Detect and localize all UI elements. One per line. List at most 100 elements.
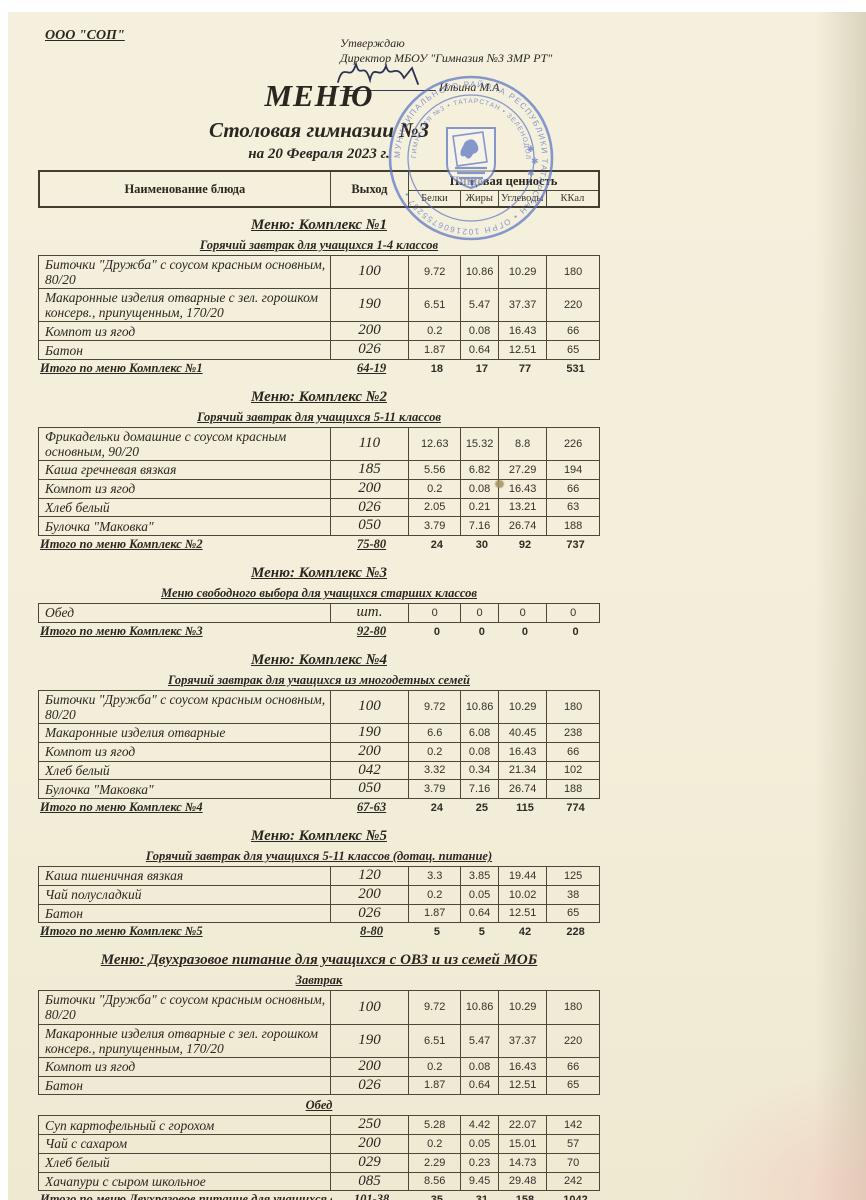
menu-table: Суп картофельный с горохом 250 5.28 4.42 22.… (38, 1115, 600, 1192)
fat-cell: 6.08 (460, 723, 500, 743)
protein-cell: 2.05 (408, 497, 462, 518)
fat-cell: 7.16 (460, 516, 500, 537)
total-kcal: 0 (572, 625, 579, 638)
output-cell: 100 (329, 990, 410, 1025)
output-cell: 100 (329, 254, 410, 290)
output-cell: 250 (329, 1115, 410, 1136)
kcal-cell: 238 (546, 723, 600, 743)
fat-cell: 15.32 (460, 426, 500, 462)
menu-table: Биточки "Дружба" с соусом красным основн… (38, 689, 600, 800)
section-subtitle: Горячий завтрак для учащихся 5-11 классо… (197, 409, 441, 424)
kcal-cell: 66 (546, 321, 600, 342)
fat-cell: 0.05 (460, 884, 500, 905)
section-groups: Обед шт. 0 0 0 0 (38, 603, 600, 623)
protein-cell: 3.79 (408, 779, 462, 800)
total-fat: 31 (463, 1192, 501, 1200)
dish-row: Чай полусладкий 200 0.2 0.05 10.02 38 (38, 884, 600, 905)
carbs-cell: 12.51 (498, 903, 548, 924)
output-cell: 110 (329, 426, 410, 462)
total-carbs: 115 (516, 802, 534, 815)
col-carbs-header: Углеводы (497, 190, 547, 208)
fat-cell: 0.05 (460, 1134, 500, 1154)
protein-cell: 5.28 (408, 1115, 462, 1136)
carbs-cell: 15.01 (498, 1134, 548, 1154)
dish-row: Суп картофельный с горохом 250 5.28 4.42 22.… (38, 1115, 600, 1136)
total-kcal: 1042 (549, 1192, 602, 1200)
dish-row: Хлеб белый 042 3.32 0.34 21.34 102 (38, 760, 600, 781)
dish-name-cell: Булочка "Маковка" (38, 779, 331, 800)
carbs-cell: 12.51 (498, 1075, 548, 1096)
section-title: Меню: Комплекс №2 (251, 388, 387, 405)
output-cell: 050 (329, 516, 410, 537)
output-cell: 026 (329, 1075, 410, 1096)
dish-row: Макаронные изделия отварные с зел. горош… (38, 288, 600, 323)
output-cell: 026 (329, 497, 410, 518)
protein-cell: 0.2 (408, 321, 462, 342)
dish-row: Чай с сахаром 200 0.2 0.05 15.01 57 (38, 1134, 600, 1154)
date-line: на 20 Февраля 2023 г. (248, 146, 390, 162)
kcal-cell: 65 (546, 1075, 600, 1096)
menu-table: Фрикадельки домашние с соусом красным ос… (38, 426, 600, 537)
total-label: Итого по меню Комплекс №4 (40, 800, 203, 815)
dish-row: Хачапури с сыром школьное 085 8.56 9.45 29.4… (38, 1171, 600, 1192)
fat-cell: 0.08 (460, 478, 500, 499)
menu-section: Меню: Комплекс №2 Горячий завтрак для уч… (38, 389, 600, 552)
carbs-cell: 13.21 (498, 497, 548, 518)
total-label: Итого по меню Комплекс №1 (40, 360, 203, 375)
fat-cell: 0.64 (460, 903, 500, 924)
total-protein: 18 (430, 362, 444, 375)
dish-name-cell: Хлеб белый (38, 760, 331, 781)
dish-row: Биточки "Дружба" с соусом красным основн… (38, 254, 600, 290)
carbs-cell: 16.43 (498, 321, 548, 342)
page-subtitle: Столовая гимназии №3 (209, 118, 429, 142)
dish-row: Хлеб белый 026 2.05 0.21 13.21 63 (38, 497, 600, 518)
kcal-cell: 220 (546, 1023, 600, 1058)
director-signature (337, 60, 419, 85)
menu-table: Биточки "Дружба" с соусом красным основн… (38, 990, 600, 1096)
fat-cell: 6.82 (460, 460, 500, 480)
total-carbs: 92 (518, 539, 532, 552)
menu-section: Меню: Комплекс №4 Горячий завтрак для уч… (38, 652, 600, 815)
fat-cell: 0.34 (460, 760, 500, 781)
dish-name-cell: Компот из ягод (38, 478, 331, 499)
kcal-cell: 65 (546, 903, 600, 924)
output-cell: 029 (329, 1152, 410, 1173)
protein-cell: 6.51 (408, 1023, 462, 1058)
dish-row: Булочка "Маковка" 050 3.79 7.16 26.74 188 (38, 516, 600, 537)
section-groups: Биточки "Дружба" с соусом красным основн… (38, 254, 600, 360)
fat-cell: 10.86 (460, 689, 500, 725)
dish-name-cell: Компот из ягод (38, 321, 331, 342)
output-cell: 100 (329, 689, 410, 725)
total-protein: 5 (433, 926, 440, 939)
protein-cell: 3.3 (408, 866, 462, 886)
col-fat-header: Жиры (459, 190, 499, 208)
total-protein: 35 (411, 1192, 463, 1200)
carbs-cell: 16.43 (498, 741, 548, 762)
dish-name-cell: Чай с сахаром (38, 1134, 331, 1154)
dish-name-cell: Хачапури с сыром школьное (38, 1171, 331, 1192)
total-kcal: 531 (566, 362, 585, 375)
approver-title: Директор МБОУ "Гимназия №3 ЗМР РТ" (340, 51, 553, 65)
protein-cell: 6.6 (408, 723, 462, 743)
section-groups: Биточки "Дружба" с соусом красным основн… (38, 689, 600, 800)
total-output: 75-80 (356, 537, 387, 552)
fat-cell: 10.86 (460, 254, 500, 290)
group-label: Обед (305, 1098, 333, 1113)
fat-cell: 5.47 (460, 1023, 500, 1058)
section-title: Меню: Двухразовое питание для учащихся с… (100, 952, 538, 969)
section-title: Меню: Комплекс №1 (251, 217, 387, 233)
total-fat: 5 (478, 926, 485, 939)
carbs-cell: 16.43 (498, 1056, 548, 1077)
protein-cell: 0.2 (408, 1056, 462, 1077)
dish-row: Каша гречневая вязкая 185 5.56 6.82 27.29 194 (38, 460, 600, 480)
section-subtitle: Меню свободного выбора для учащихся стар… (161, 586, 477, 601)
protein-cell: 12.63 (408, 426, 462, 462)
col-kcal-header: ККал (545, 190, 600, 208)
kcal-cell: 57 (546, 1134, 600, 1154)
fat-cell: 4.42 (460, 1115, 500, 1136)
dish-row: Биточки "Дружба" с соусом красным основн… (38, 990, 600, 1025)
dish-name-cell: Биточки "Дружба" с соусом красным основн… (38, 254, 331, 290)
protein-cell: 5.56 (408, 460, 462, 480)
carbs-cell: 40.45 (498, 723, 548, 743)
dish-row: Компот из ягод 200 0.2 0.08 16.43 66 (38, 478, 600, 499)
